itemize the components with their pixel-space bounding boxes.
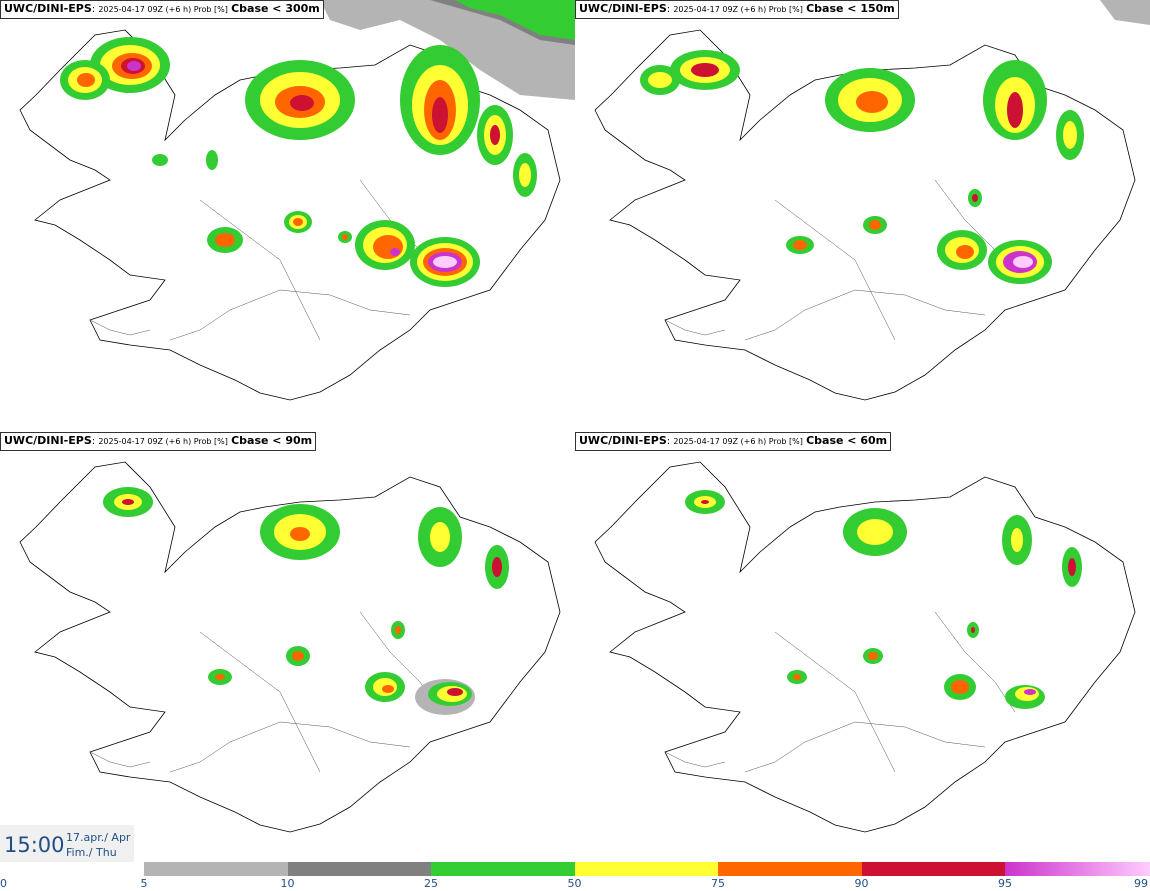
panel-label: UWC/DINI-EPS: 2025-04-17 09Z (+6 h) Prob…: [0, 432, 317, 451]
map-panel-4: UWC/DINI-EPS: 2025-04-17 09Z (+6 h) Prob…: [575, 432, 1150, 862]
color-legend: 0 5 10 25 50 75 90 95 99: [0, 862, 1150, 891]
probability-blobs: [640, 50, 1084, 284]
legend-tick-label: 0: [0, 877, 7, 890]
panel-label: UWC/DINI-EPS: 2025-04-17 09Z (+6 h) Prob…: [575, 432, 892, 451]
green-region: [455, 0, 575, 40]
run-info: 2025-04-17 09Z (+6 h) Prob [%]: [673, 437, 803, 446]
legend-tick-label: 25: [424, 877, 438, 890]
map-canvas: [19, 0, 575, 401]
legend-segment: [0, 862, 144, 876]
legend-segment: [574, 862, 718, 876]
map-canvas: [19, 461, 561, 833]
map-panel-1: UWC/DINI-EPS: 2025-04-17 09Z (+6 h) Prob…: [0, 0, 575, 430]
threshold-label: Cbase < 60m: [806, 434, 888, 447]
legend-segment: [431, 862, 575, 876]
valid-hour: 15:00: [4, 833, 65, 857]
threshold-label: Cbase < 90m: [231, 434, 313, 447]
legend-segment: [1005, 862, 1150, 876]
model-name: UWC/DINI-EPS: [579, 434, 667, 447]
run-info: 2025-04-17 09Z (+6 h) Prob [%]: [673, 5, 803, 14]
legend-tick-label: 95: [998, 877, 1012, 890]
model-name: UWC/DINI-EPS: [4, 2, 92, 15]
model-name: UWC/DINI-EPS: [4, 434, 92, 447]
map-panel-2: UWC/DINI-EPS: 2025-04-17 09Z (+6 h) Prob…: [575, 0, 1150, 430]
threshold-label: Cbase < 150m: [806, 2, 895, 15]
legend-tick-label: 10: [280, 877, 295, 890]
panel-label: UWC/DINI-EPS: 2025-04-17 09Z (+6 h) Prob…: [575, 0, 899, 19]
legend-tick-label: 50: [567, 877, 582, 890]
run-info: 2025-04-17 09Z (+6 h) Prob [%]: [98, 437, 228, 446]
probability-blobs: [103, 487, 509, 715]
legend-segment: [861, 862, 1005, 876]
legend-tick-label: 5: [140, 877, 148, 890]
legend-tick-label: 99: [1134, 877, 1148, 890]
map-canvas: [594, 461, 1136, 833]
valid-time-box: 15:00 17.apr./ Apr Fim./ Thu: [0, 825, 134, 863]
legend-segment: [144, 862, 288, 876]
legend-segment: [287, 862, 431, 876]
legend-tick-label: 75: [711, 877, 725, 890]
legend-segment: [718, 862, 862, 876]
probability-blobs: [685, 490, 1082, 709]
probability-blobs: [60, 37, 537, 287]
coarse-region: [1100, 0, 1150, 25]
model-name: UWC/DINI-EPS: [579, 2, 667, 15]
panel-label: UWC/DINI-EPS: 2025-04-17 09Z (+6 h) Prob…: [0, 0, 324, 19]
valid-weekday: Fim./ Thu: [66, 846, 117, 859]
valid-date: 17.apr./ Apr: [66, 831, 131, 844]
run-info: 2025-04-17 09Z (+6 h) Prob [%]: [98, 5, 228, 14]
threshold-label: Cbase < 300m: [231, 2, 320, 15]
map-canvas: [594, 0, 1150, 401]
legend-tick-label: 90: [854, 877, 869, 890]
map-panel-3: UWC/DINI-EPS: 2025-04-17 09Z (+6 h) Prob…: [0, 432, 575, 862]
